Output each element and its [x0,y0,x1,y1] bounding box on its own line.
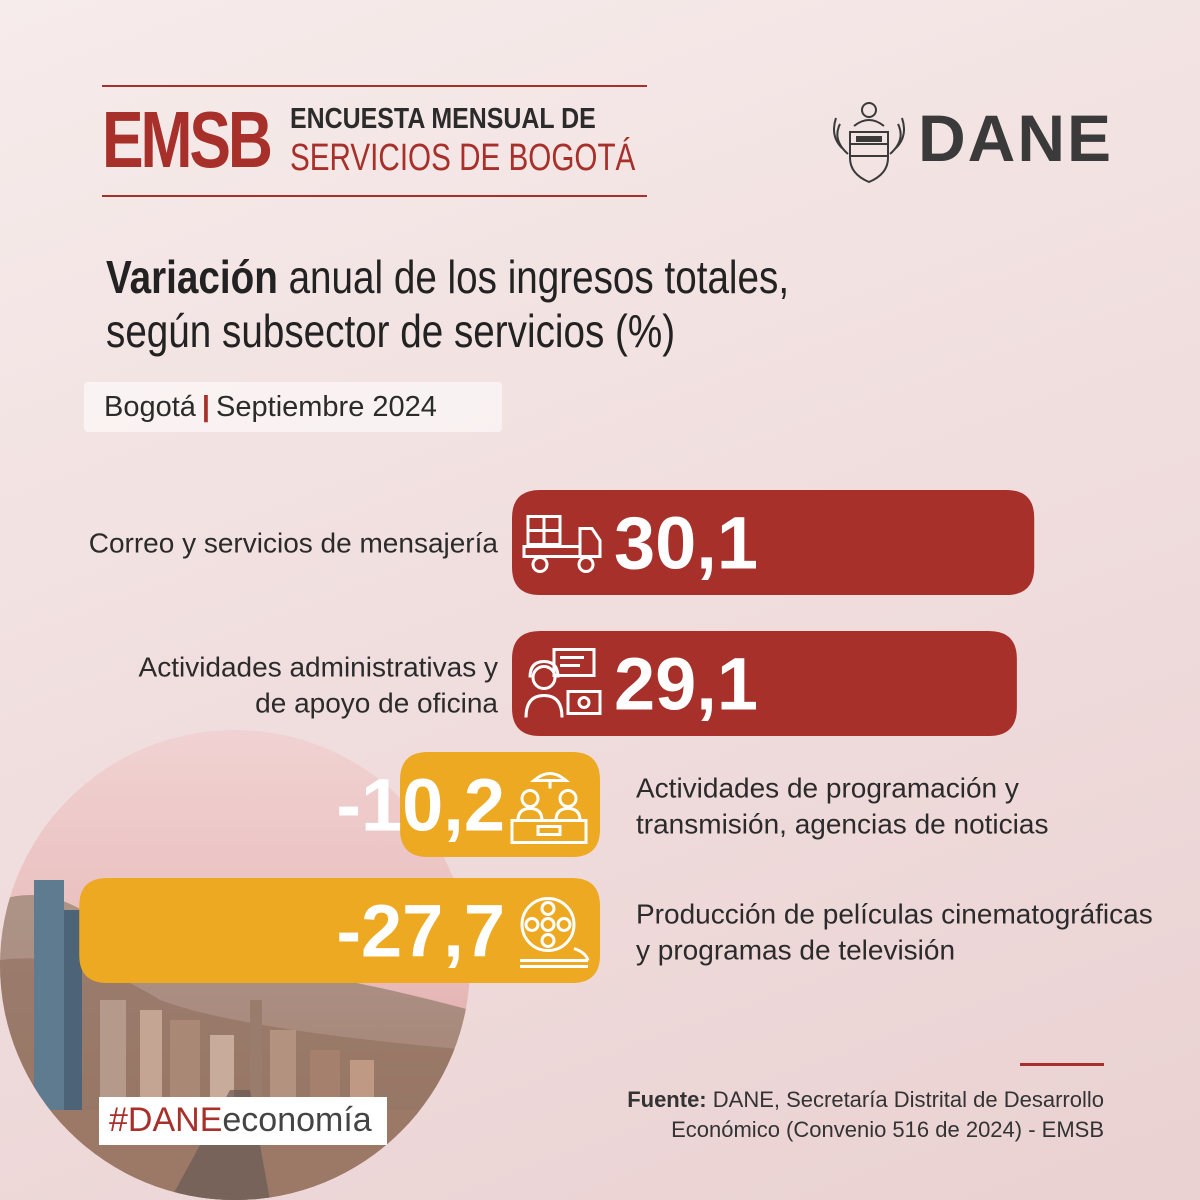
title-line2: según subsector de servicios (%) [106,305,676,357]
bar-1 [512,490,1035,595]
hashtag-prefix: #DANE [109,1101,223,1139]
category-label: Producción de películas cinematográficas [636,899,1153,930]
subtitle-separator: | [201,391,211,423]
chart-subtitle: Bogotá | Septiembre 2024 [104,391,437,424]
source-line1: DANE, Secretaría Distrital de Desarrollo [706,1087,1104,1112]
news-broadcast-icon [510,772,588,844]
bar-3 [400,752,600,857]
coat-of-arms-icon [833,102,905,184]
footer-divider [1020,1063,1104,1066]
category-label: Actividades de programación y [636,773,1019,804]
title-rest: anual de los ingresos totales, [277,251,790,303]
survey-name-line1: ENCUESTA MENSUAL DE [290,103,596,135]
category-label: y programas de televisión [636,935,955,966]
survey-name-line2: SERVICIOS DE BOGOTÁ [290,137,636,179]
subtitle-period: Septiembre 2024 [216,391,437,423]
bar-2 [512,631,1017,736]
subtitle-background [84,382,502,432]
source-label: Fuente: [627,1087,707,1112]
source-line2: Económico (Convenio 516 de 2024) - EMSB [671,1117,1104,1142]
hashtag-badge: #DANEeconomía [99,1097,387,1145]
bar-value-label: 29,1 [614,643,758,726]
bar-value-label: -10,2 [336,764,505,847]
category-label: Actividades administrativas y [139,652,498,683]
delivery-truck-icon [522,515,602,573]
bar-4 [79,878,601,983]
office-support-icon [524,648,602,718]
title-emphasis: Variación [106,251,278,303]
subtitle-place: Bogotá [104,391,196,423]
bar-value-label: 30,1 [614,502,758,585]
dane-logo: DANE [826,96,1116,188]
category-label: Correo y servicios de mensajería [89,528,499,559]
chart-title: Variación anual de los ingresos totales,… [106,250,862,358]
source-note: Fuente: DANE, Secretaría Distrital de De… [584,1085,1104,1145]
category-label: de apoyo de oficina [255,688,498,719]
category-label: transmisión, agencias de noticias [636,809,1048,840]
hashtag-suffix: economía [222,1101,372,1139]
film-reel-icon [520,897,590,968]
emsb-acronym: EMSB [102,95,273,184]
emsb-logo: EMSB ENCUESTA MENSUAL DE SERVICIOS DE BO… [102,85,647,197]
dane-wordmark: DANE [918,101,1114,175]
bar-value-label: -27,7 [336,890,505,973]
